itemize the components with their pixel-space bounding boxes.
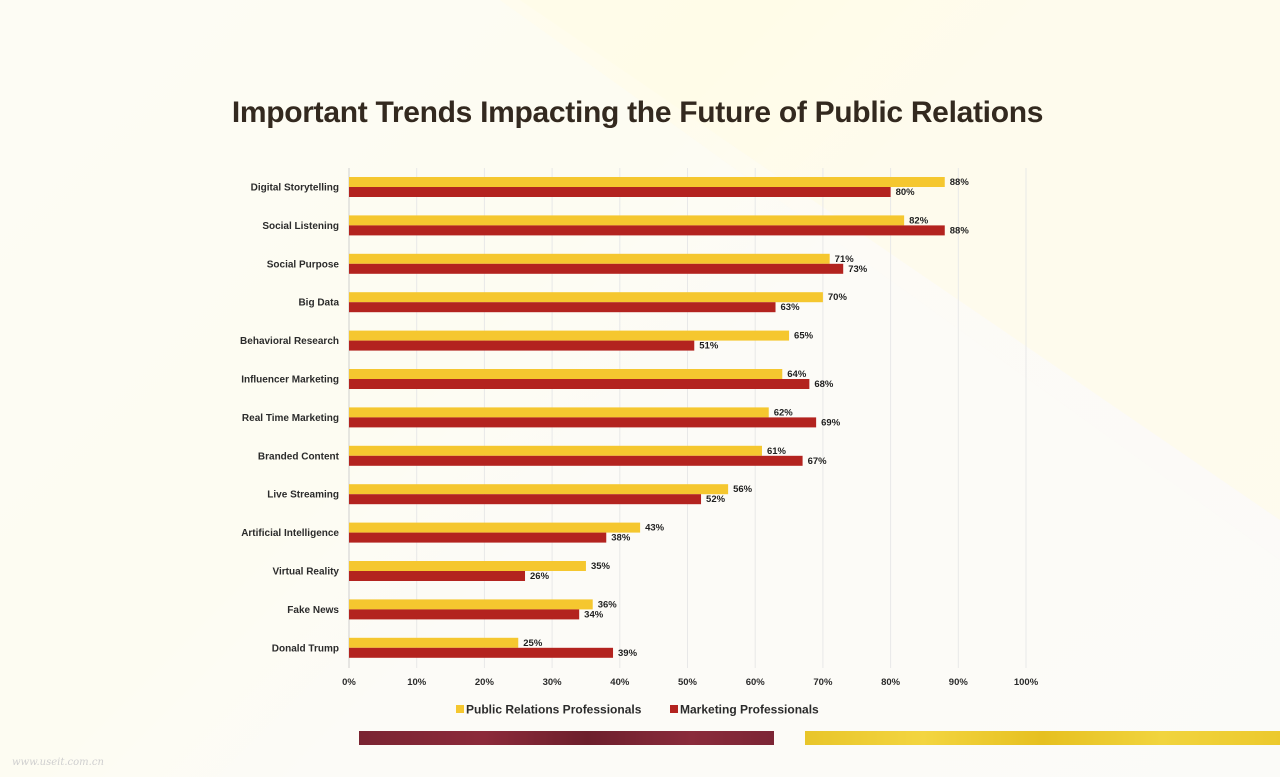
- data-label: 73%: [848, 264, 868, 275]
- data-label: 36%: [598, 599, 618, 610]
- data-label: 68%: [814, 379, 834, 390]
- bar-pr: [349, 330, 790, 341]
- bar-marketing: [349, 417, 817, 428]
- category-label: Artificial Intelligence: [241, 528, 339, 539]
- watermark: www.useit.com.cn: [12, 757, 104, 768]
- bar-pr: [349, 292, 823, 303]
- bar-marketing: [349, 379, 810, 389]
- bar-pr: [349, 637, 519, 648]
- bar-pr: [349, 561, 586, 571]
- x-tick-label: 10%: [407, 677, 427, 688]
- x-tick-label: 0%: [342, 677, 356, 688]
- category-label: Real Time Marketing: [242, 413, 339, 424]
- category-label: Branded Content: [258, 451, 340, 462]
- category-label: Social Listening: [262, 221, 339, 232]
- x-tick-label: 30%: [543, 677, 563, 688]
- category-label: Digital Storytelling: [251, 183, 339, 194]
- x-tick-label: 40%: [610, 677, 630, 688]
- data-label: 70%: [828, 292, 848, 303]
- data-label: 34%: [584, 609, 604, 620]
- x-tick-label: 50%: [678, 677, 698, 688]
- bar-pr: [349, 407, 769, 418]
- data-label: 63%: [781, 302, 801, 313]
- legend-label: Marketing Professionals: [680, 703, 819, 717]
- bar-marketing: [349, 340, 695, 351]
- data-label: 51%: [699, 341, 719, 352]
- bar-marketing: [349, 302, 776, 313]
- category-label: Fake News: [287, 605, 339, 616]
- bar-marketing: [349, 571, 526, 581]
- bar-marketing: [349, 263, 844, 274]
- data-label: 25%: [523, 638, 543, 649]
- category-label: Virtual Reality: [272, 567, 339, 578]
- category-label: Big Data: [298, 298, 339, 309]
- x-tick-label: 70%: [813, 677, 833, 688]
- data-label: 62%: [774, 407, 794, 418]
- data-label: 64%: [787, 369, 807, 380]
- decorative-band-maroon: [359, 731, 774, 745]
- data-label: 56%: [733, 484, 753, 495]
- bars: [349, 177, 945, 658]
- legend: Public Relations Professionals Marketing …: [456, 703, 819, 717]
- bar-pr: [349, 215, 905, 226]
- labels: 0% 10% 20% 30% 40% 50% 60% 70% 80% 90% 100% Digital…: [240, 177, 1039, 688]
- data-label: 61%: [767, 446, 787, 457]
- x-tick-label: 90%: [949, 677, 969, 688]
- x-tick-label: 100%: [1014, 677, 1039, 688]
- bar-pr: [349, 369, 783, 379]
- bar-marketing: [349, 187, 891, 197]
- bar-marketing: [349, 647, 614, 658]
- data-label: 38%: [611, 533, 631, 544]
- data-label: 82%: [909, 215, 929, 226]
- bar-marketing: [349, 225, 945, 236]
- decorative-band-yellow: [805, 731, 1280, 745]
- data-label: 43%: [645, 523, 665, 534]
- bar-pr: [349, 599, 593, 610]
- data-label: 88%: [950, 177, 970, 188]
- chart-title: Important Trends Impacting the Future of…: [231, 96, 1044, 129]
- data-label: 67%: [808, 456, 828, 467]
- category-label: Behavioral Research: [240, 336, 339, 347]
- bar-pr: [349, 484, 729, 495]
- bar-marketing: [349, 494, 702, 505]
- x-tick-label: 20%: [475, 677, 495, 688]
- data-label: 35%: [591, 561, 611, 572]
- data-label: 88%: [950, 225, 970, 236]
- category-label: Donald Trump: [272, 643, 339, 654]
- legend-label: Public Relations Professionals: [466, 703, 642, 717]
- bar-marketing: [349, 455, 803, 466]
- category-label: Social Purpose: [267, 259, 340, 270]
- category-label: Influencer Marketing: [241, 375, 339, 386]
- data-label: 69%: [821, 417, 841, 428]
- bar-marketing: [349, 532, 607, 543]
- data-label: 80%: [896, 187, 916, 198]
- x-tick-label: 60%: [746, 677, 766, 688]
- bar-pr: [349, 445, 762, 456]
- bar-pr: [349, 522, 641, 533]
- x-tick-label: 80%: [881, 677, 901, 688]
- data-label: 71%: [835, 254, 855, 265]
- data-label: 26%: [530, 571, 550, 582]
- bar-pr: [349, 177, 945, 187]
- category-label: Live Streaming: [267, 490, 339, 501]
- bar-marketing: [349, 609, 580, 620]
- data-label: 65%: [794, 331, 814, 342]
- data-label: 52%: [706, 494, 726, 505]
- legend-swatch-marketing: [670, 705, 678, 713]
- bar-pr: [349, 253, 830, 264]
- legend-swatch-pr: [456, 705, 464, 713]
- data-label: 39%: [618, 648, 638, 659]
